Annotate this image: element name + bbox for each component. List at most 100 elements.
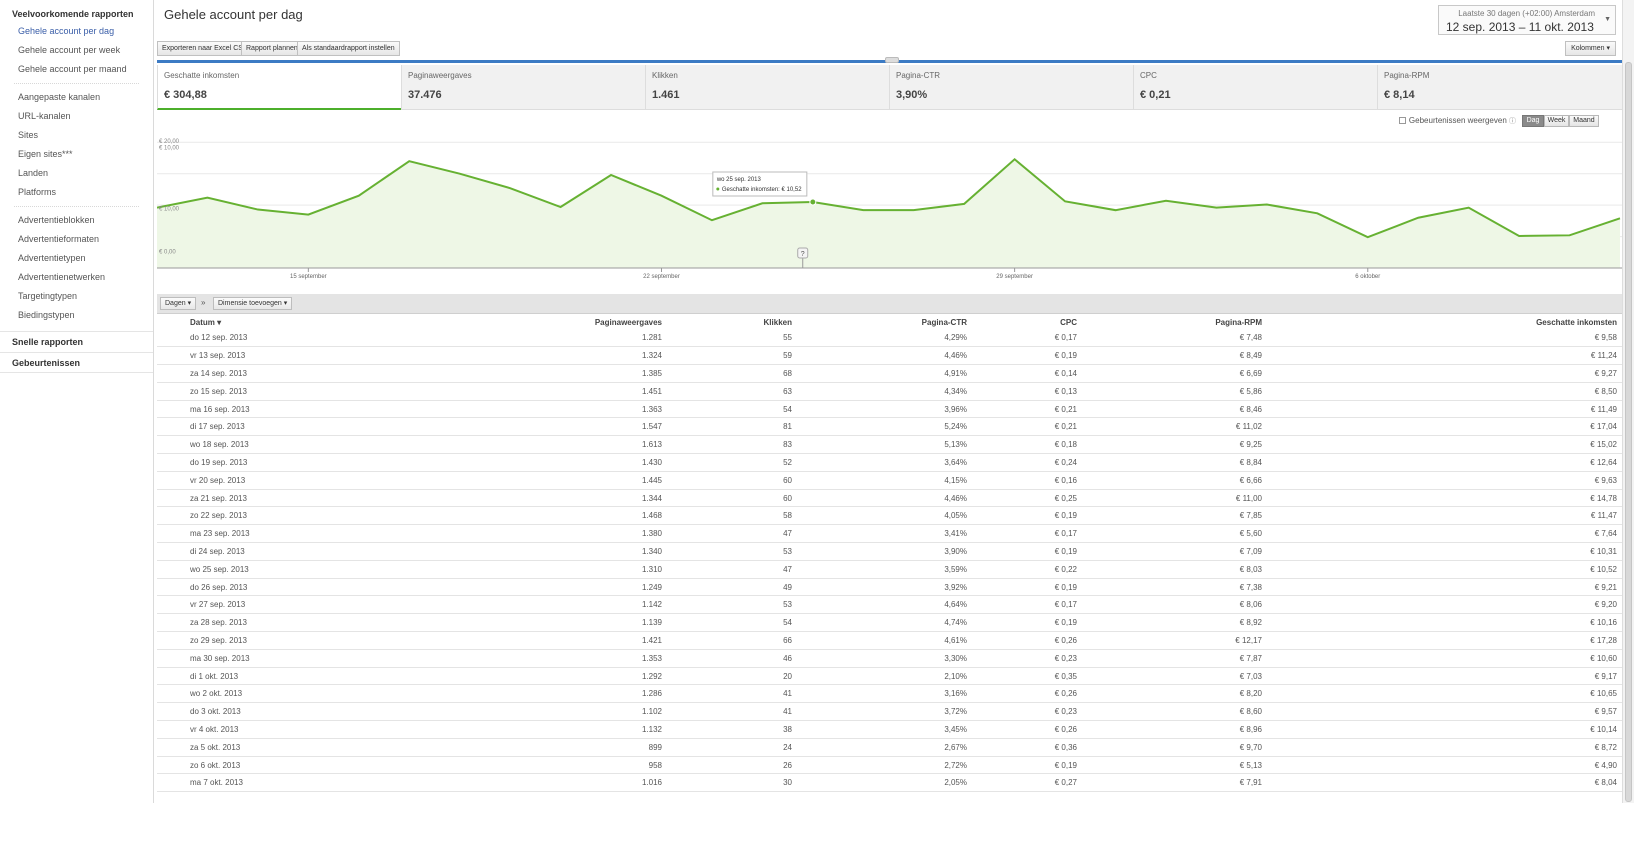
sidebar-item-report[interactable]: Sites	[18, 130, 39, 140]
table-cell: 899	[427, 738, 667, 757]
sidebar-item-report[interactable]: Aangepaste kanalen	[18, 92, 101, 102]
table-row: vr 20 sep. 2013 1.445 60 4,15% € 0,16 € 6,66 €…	[157, 471, 1622, 490]
set-default-report-button[interactable]: Als standaardrapport instellen	[297, 41, 400, 56]
table-cell: € 7,91	[1082, 773, 1267, 793]
show-events-toggle[interactable]: Gebeurtenissen weergeven ⓘ	[1398, 116, 1516, 126]
table-cell: 2,67%	[797, 738, 972, 757]
resize-handle[interactable]	[885, 57, 899, 63]
granularity-day-button[interactable]: Dag	[1522, 115, 1544, 127]
granularity-week-button[interactable]: Week	[1544, 115, 1569, 127]
report-table: Datum ▾ Paginaweergaves Klikken Pagina-CTR C…	[157, 316, 1622, 793]
sidebar-section-quick-reports[interactable]: Snelle rapporten	[0, 331, 153, 352]
metric-tab[interactable]: Klikken 1.461	[645, 65, 889, 110]
sidebar-item-report[interactable]: Biedingstypen	[18, 310, 75, 320]
table-header-row: Datum ▾ Paginaweergaves Klikken Pagina-CTR C…	[157, 316, 1622, 329]
x-tick-label: 22 september	[643, 274, 680, 280]
metric-tab[interactable]: CPC € 0,21	[1133, 65, 1377, 110]
table-cell: € 5,86	[1082, 382, 1267, 401]
sidebar-item-report[interactable]: Advertentieformaten	[18, 234, 100, 244]
sidebar-group-channels: Aangepaste kanalen URL-kanalen Sites Eigen …	[0, 88, 153, 202]
table-cell: € 7,48	[1082, 329, 1267, 348]
double-chevron-icon[interactable]: »	[201, 298, 206, 307]
columns-button[interactable]: Kolommen ▾	[1565, 41, 1616, 56]
metric-value: € 304,88	[164, 89, 207, 101]
revenue-series-line[interactable]	[157, 157, 1621, 239]
group-by-label: Dagen	[165, 300, 186, 307]
date-range-label: Laatste 30 dagen (+02:00) Amsterdam	[1458, 9, 1595, 18]
table-cell: € 7,64	[1267, 524, 1622, 544]
table-row: ma 7 okt. 2013 1.016 30 2,05% € 0,27 € 7,91 € …	[157, 773, 1622, 793]
table-cell: € 0,36	[972, 738, 1082, 757]
table-cell: € 0,26	[972, 684, 1082, 704]
table-row: wo 25 sep. 2013 1.310 47 3,59% € 0,22 € 8,03 €…	[157, 560, 1622, 579]
export-csv-button[interactable]: Exporteren naar Excel CSV	[157, 41, 253, 56]
date-range-picker[interactable]: Laatste 30 dagen (+02:00) Amsterdam 12 s…	[1438, 5, 1616, 35]
highlighted-data-point[interactable]	[809, 198, 817, 206]
sidebar-item-report[interactable]: Advertentienetwerken	[18, 272, 106, 282]
table-row: wo 2 okt. 2013 1.286 41 3,16% € 0,26 € 8,20 € …	[157, 684, 1622, 704]
sidebar-item-report[interactable]: Advertentietypen	[18, 253, 86, 263]
table-cell: € 17,28	[1267, 631, 1622, 650]
table-cell: 1.421	[427, 631, 667, 650]
sidebar-item-report[interactable]: Eigen sites***	[18, 149, 73, 159]
column-header-date[interactable]: Datum ▾	[190, 318, 222, 327]
table-cell: 4,91%	[797, 364, 972, 383]
sidebar-item-report[interactable]: Gehele account per dag	[18, 26, 115, 36]
metric-tab[interactable]: Pagina-RPM € 8,14	[1377, 65, 1621, 110]
chart-controls: Gebeurtenissen weergeven ⓘ Dag Week Maan…	[157, 112, 1622, 132]
scrollbar-thumb[interactable]	[1625, 62, 1632, 802]
table-cell: vr 13 sep. 2013	[157, 346, 427, 366]
table-cell: 1.249	[427, 578, 667, 597]
schedule-report-button[interactable]: Rapport plannen	[241, 41, 303, 56]
sidebar-item-report[interactable]: Advertentieblokken	[18, 215, 95, 225]
granularity-month-button[interactable]: Maand	[1569, 115, 1599, 127]
metric-tab[interactable]: Pagina-CTR 3,90%	[889, 65, 1133, 110]
sidebar-item-report[interactable]: Gehele account per maand	[18, 64, 127, 74]
metric-label: Pagina-RPM	[1384, 71, 1430, 80]
table-row: za 5 okt. 2013 899 24 2,67% € 0,36 € 9,70 € 8,…	[157, 738, 1622, 757]
table-cell: 60	[667, 489, 797, 508]
table-cell: € 0,23	[972, 702, 1082, 722]
annotation-marker-label: ?	[801, 251, 805, 258]
metric-tab[interactable]: Geschatte inkomsten € 304,88	[157, 65, 401, 110]
sidebar-item-report[interactable]: Landen	[18, 168, 49, 178]
table-row: ma 16 sep. 2013 1.363 54 3,96% € 0,21 € 8,46 €…	[157, 400, 1622, 419]
table-cell: € 8,06	[1082, 595, 1267, 615]
table-cell: € 0,17	[972, 329, 1082, 348]
table-cell: € 10,16	[1267, 613, 1622, 633]
table-cell: 52	[667, 453, 797, 472]
annotation-marker[interactable]	[797, 247, 809, 259]
table-row: za 14 sep. 2013 1.385 68 4,91% € 0,14 € 6,69 €…	[157, 364, 1622, 383]
report-sidebar: Veelvoorkomende rapporten Gehele account…	[0, 0, 154, 803]
tooltip-value: Geschatte inkomsten: € 10,52	[722, 187, 802, 193]
table-cell: € 7,03	[1082, 667, 1267, 686]
sidebar-item-report[interactable]: Platforms	[18, 187, 57, 197]
chevron-down-icon: ▾	[1606, 45, 1610, 52]
group-by-dropdown[interactable]: Dagen ▾	[160, 297, 197, 310]
table-cell: € 0,18	[972, 435, 1082, 455]
column-header: Klikken	[763, 318, 792, 327]
sidebar-item-report[interactable]: URL-kanalen	[18, 111, 71, 121]
table-row: wo 18 sep. 2013 1.613 83 5,13% € 0,18 € 9,25 €…	[157, 435, 1622, 455]
table-cell: 47	[667, 524, 797, 544]
table-cell: € 11,00	[1082, 489, 1267, 508]
table-cell: 1.281	[427, 329, 667, 348]
sidebar-item-report[interactable]: Targetingtypen	[18, 291, 78, 301]
table-cell: 53	[667, 595, 797, 615]
y-tick-label: € 0,00	[159, 249, 176, 255]
tooltip-series-dot	[716, 187, 720, 191]
page-scrollbar[interactable]	[1622, 0, 1634, 803]
sidebar-section-events[interactable]: Gebeurtenissen	[0, 352, 153, 373]
add-dimension-dropdown[interactable]: Dimensie toevoegen ▾	[213, 297, 293, 310]
revenue-series-area	[157, 159, 1620, 268]
table-cell: 1.547	[427, 417, 667, 437]
table-cell: 30	[667, 773, 797, 793]
table-cell: € 9,63	[1267, 471, 1622, 490]
sidebar-item-report[interactable]: Gehele account per week	[18, 45, 121, 55]
table-cell: 1.142	[427, 595, 667, 615]
table-cell: € 9,70	[1082, 738, 1267, 757]
table-cell: € 0,21	[972, 400, 1082, 419]
table-cell: 3,59%	[797, 560, 972, 579]
metric-tab[interactable]: Paginaweergaves 37.476	[401, 65, 645, 110]
